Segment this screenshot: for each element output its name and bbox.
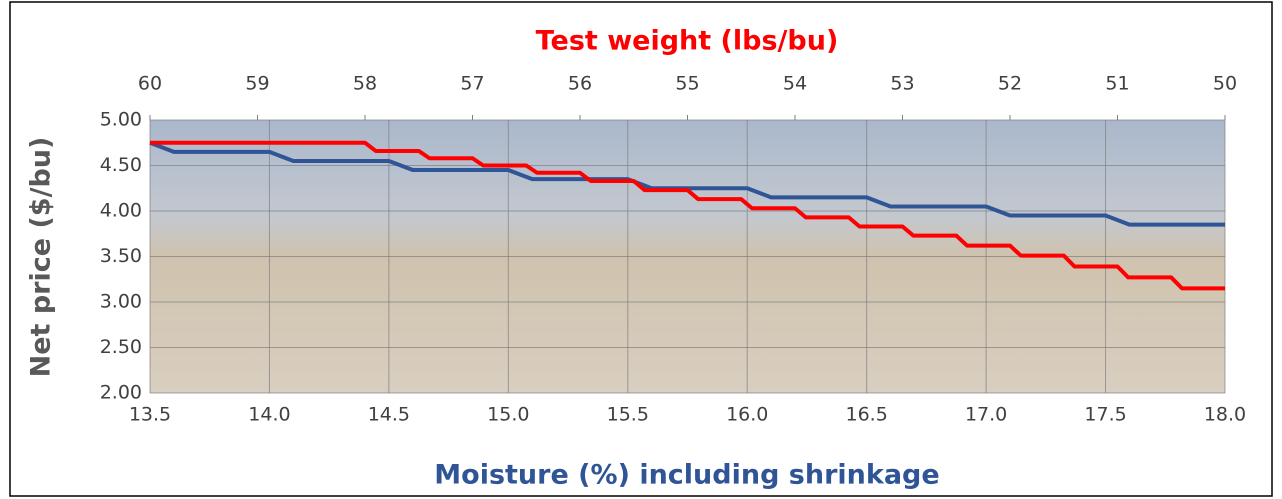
x-tick-label: 13.5 — [129, 404, 171, 426]
y-tick-label: 2.00 — [100, 382, 142, 404]
x2-tick-label: 54 — [783, 73, 807, 95]
x-tick-label: 14.5 — [368, 404, 410, 426]
x2-tick-label: 58 — [353, 73, 377, 95]
x-axis-title: Moisture (%) including shrinkage — [434, 460, 939, 491]
y-axis-title: Net price ($/bu) — [26, 137, 57, 378]
chart: Test weight (lbs/bu) Moisture (%) includ… — [0, 0, 1282, 499]
x-tick-label: 18.0 — [1204, 404, 1246, 426]
y-tick-label: 3.00 — [100, 291, 142, 313]
y-tick-label: 4.00 — [100, 200, 142, 222]
x2-tick-label: 50 — [1213, 73, 1237, 95]
y-tick-label: 5.00 — [100, 109, 142, 131]
x2-tick-label: 55 — [675, 73, 699, 95]
x-tick-label: 17.0 — [965, 404, 1007, 426]
x2-tick-label: 56 — [568, 73, 592, 95]
x-tick-label: 16.5 — [846, 404, 888, 426]
x2-tick-label: 51 — [1105, 73, 1129, 95]
x2-axis-title: Test weight (lbs/bu) — [536, 26, 839, 57]
x2-tick-label: 60 — [138, 73, 162, 95]
x2-tick-label: 52 — [998, 73, 1022, 95]
x2-tick-label: 57 — [460, 73, 484, 95]
x-tick-label: 15.5 — [607, 404, 649, 426]
x2-tick-label: 59 — [245, 73, 269, 95]
y-tick-label: 4.50 — [100, 154, 142, 176]
y-tick-label: 3.50 — [100, 245, 142, 267]
x-tick-label: 17.5 — [1084, 404, 1126, 426]
x-tick-label: 15.0 — [487, 404, 529, 426]
x-tick-label: 16.0 — [726, 404, 768, 426]
x2-tick-label: 53 — [890, 73, 914, 95]
y-tick-label: 2.50 — [100, 336, 142, 358]
x-tick-label: 14.0 — [248, 404, 290, 426]
